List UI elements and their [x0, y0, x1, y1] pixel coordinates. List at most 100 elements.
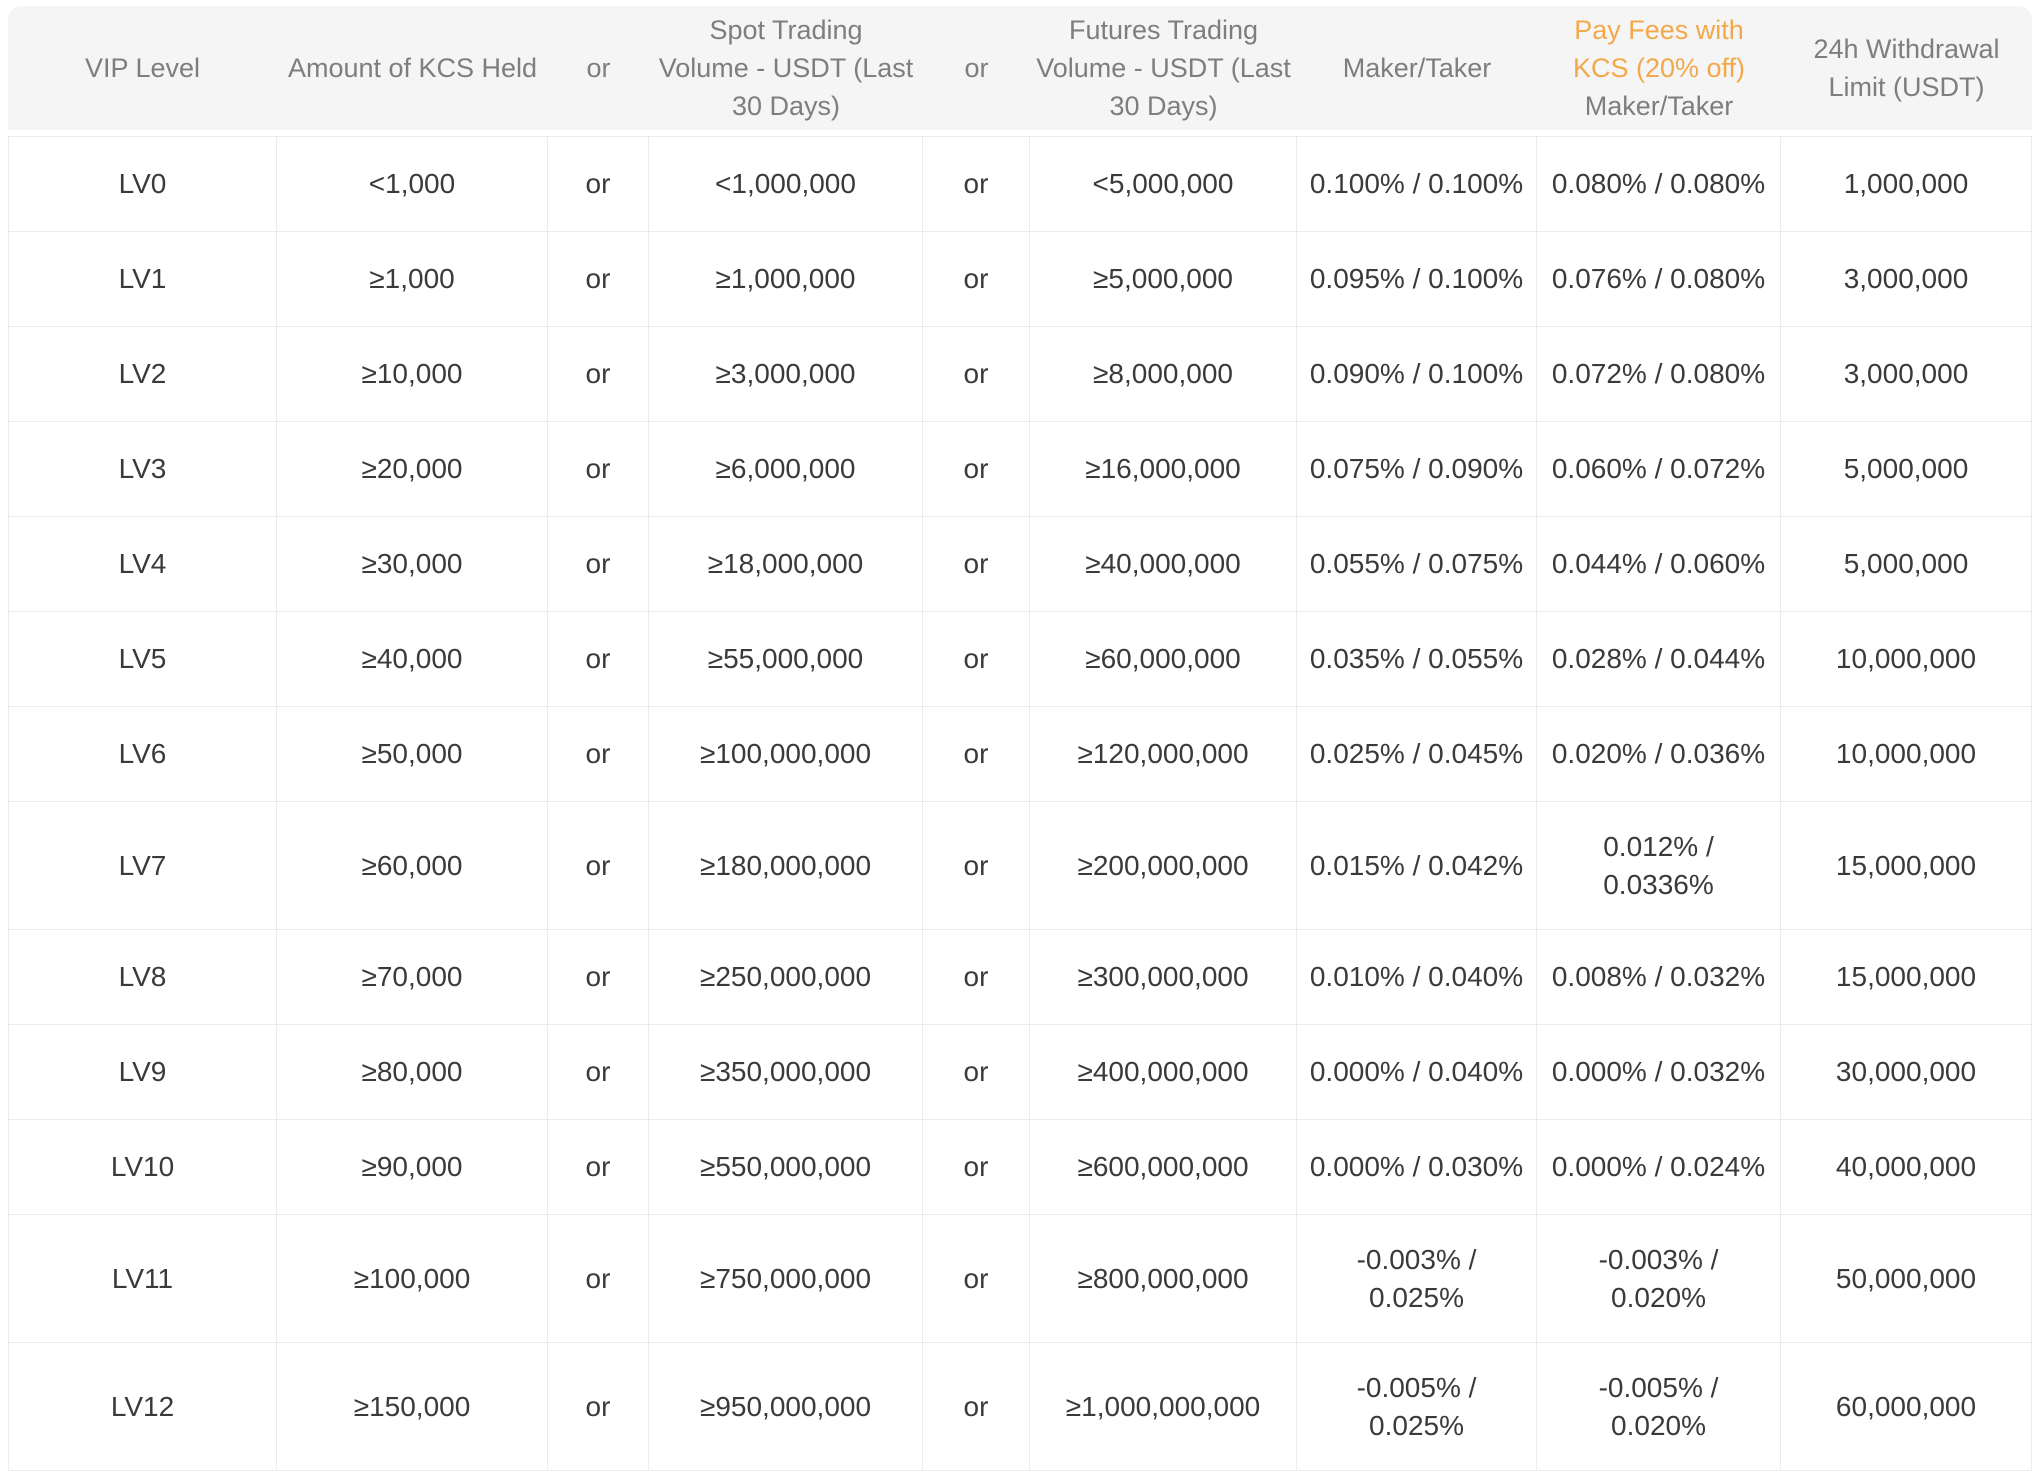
cell-maker-taker: 0.100% / 0.100% [1297, 136, 1537, 232]
cell-withdrawal-limit: 5,000,000 [1781, 517, 2032, 612]
cell-vip-level: LV6 [8, 707, 277, 802]
cell-vip-level: LV9 [8, 1025, 277, 1120]
cell-maker-taker: 0.015% / 0.042% [1297, 802, 1537, 930]
cell-spot-volume: ≥750,000,000 [649, 1215, 923, 1343]
column-header-kcs-pay-discount: Pay Fees with KCS (20% off) Maker/Taker [1537, 6, 1781, 136]
cell-or-1: or [548, 707, 649, 802]
cell-kcs-pay-discount: 0.012% / 0.0336% [1537, 802, 1781, 930]
table-row: LV3 ≥20,000 or ≥6,000,000 or ≥16,000,000 0.075… [8, 422, 2032, 517]
cell-vip-level: LV5 [8, 612, 277, 707]
cell-vip-level: LV12 [8, 1343, 277, 1471]
table-row: LV2 ≥10,000 or ≥3,000,000 or ≥8,000,000 0.090%… [8, 327, 2032, 422]
table-row: LV12 ≥150,000 or ≥950,000,000 or ≥1,000,000,0… [8, 1343, 2032, 1471]
cell-spot-volume: ≥55,000,000 [649, 612, 923, 707]
cell-kcs-pay-discount: 0.076% / 0.080% [1537, 232, 1781, 327]
cell-or-1: or [548, 327, 649, 422]
cell-or-2: or [923, 707, 1030, 802]
cell-or-1: or [548, 136, 649, 232]
cell-futures-volume: ≥60,000,000 [1030, 612, 1297, 707]
table-row: LV7 ≥60,000 or ≥180,000,000 or ≥200,000,000 0.… [8, 802, 2032, 930]
cell-or-2: or [923, 232, 1030, 327]
column-header-or-2: or [923, 6, 1030, 136]
cell-vip-level: LV1 [8, 232, 277, 327]
cell-withdrawal-limit: 10,000,000 [1781, 707, 2032, 802]
cell-vip-level: LV4 [8, 517, 277, 612]
cell-spot-volume: ≥950,000,000 [649, 1343, 923, 1471]
cell-kcs-held: ≥100,000 [277, 1215, 548, 1343]
cell-kcs-pay-discount: -0.003% / 0.020% [1537, 1215, 1781, 1343]
cell-kcs-pay-discount: 0.072% / 0.080% [1537, 327, 1781, 422]
cell-kcs-held: ≥80,000 [277, 1025, 548, 1120]
header-row: VIP Level Amount of KCS Held or Spot Tradin… [8, 6, 2032, 136]
cell-kcs-pay-discount: 0.000% / 0.024% [1537, 1120, 1781, 1215]
table-row: LV11 ≥100,000 or ≥750,000,000 or ≥800,000,000… [8, 1215, 2032, 1343]
cell-or-2: or [923, 930, 1030, 1025]
cell-maker-taker: 0.000% / 0.030% [1297, 1120, 1537, 1215]
cell-maker-taker: 0.010% / 0.040% [1297, 930, 1537, 1025]
cell-maker-taker: -0.003% / 0.025% [1297, 1215, 1537, 1343]
column-header-kcs-held: Amount of KCS Held [277, 6, 548, 136]
cell-or-1: or [548, 232, 649, 327]
cell-futures-volume: ≥1,000,000,000 [1030, 1343, 1297, 1471]
cell-or-1: or [548, 612, 649, 707]
cell-kcs-pay-discount: 0.020% / 0.036% [1537, 707, 1781, 802]
cell-kcs-held: ≥30,000 [277, 517, 548, 612]
table-row: LV4 ≥30,000 or ≥18,000,000 or ≥40,000,000 0.05… [8, 517, 2032, 612]
cell-spot-volume: ≥6,000,000 [649, 422, 923, 517]
cell-or-2: or [923, 136, 1030, 232]
cell-vip-level: LV11 [8, 1215, 277, 1343]
cell-futures-volume: ≥600,000,000 [1030, 1120, 1297, 1215]
cell-maker-taker: 0.095% / 0.100% [1297, 232, 1537, 327]
cell-futures-volume: ≥120,000,000 [1030, 707, 1297, 802]
cell-spot-volume: <1,000,000 [649, 136, 923, 232]
cell-maker-taker: 0.035% / 0.055% [1297, 612, 1537, 707]
cell-or-2: or [923, 517, 1030, 612]
cell-vip-level: LV3 [8, 422, 277, 517]
cell-withdrawal-limit: 3,000,000 [1781, 327, 2032, 422]
cell-futures-volume: ≥400,000,000 [1030, 1025, 1297, 1120]
cell-futures-volume: ≥200,000,000 [1030, 802, 1297, 930]
cell-or-1: or [548, 517, 649, 612]
cell-withdrawal-limit: 1,000,000 [1781, 136, 2032, 232]
cell-spot-volume: ≥550,000,000 [649, 1120, 923, 1215]
column-header-or-1: or [548, 6, 649, 136]
table-row: LV1 ≥1,000 or ≥1,000,000 or ≥5,000,000 0.095% … [8, 232, 2032, 327]
table-header: VIP Level Amount of KCS Held or Spot Tradin… [8, 6, 2032, 136]
column-header-maker-taker: Maker/Taker [1297, 6, 1537, 136]
cell-withdrawal-limit: 50,000,000 [1781, 1215, 2032, 1343]
cell-kcs-held: ≥1,000 [277, 232, 548, 327]
table-row: LV5 ≥40,000 or ≥55,000,000 or ≥60,000,000 0.03… [8, 612, 2032, 707]
cell-kcs-pay-discount: 0.000% / 0.032% [1537, 1025, 1781, 1120]
cell-vip-level: LV2 [8, 327, 277, 422]
vip-fee-tier-table: VIP Level Amount of KCS Held or Spot Tradin… [8, 6, 2032, 1471]
cell-kcs-pay-discount: 0.028% / 0.044% [1537, 612, 1781, 707]
cell-maker-taker: -0.005% / 0.025% [1297, 1343, 1537, 1471]
column-header-withdrawal-limit: 24h Withdrawal Limit (USDT) [1781, 6, 2032, 136]
cell-or-2: or [923, 327, 1030, 422]
cell-kcs-held: ≥20,000 [277, 422, 548, 517]
cell-futures-volume: ≥300,000,000 [1030, 930, 1297, 1025]
table-row: LV9 ≥80,000 or ≥350,000,000 or ≥400,000,000 0.… [8, 1025, 2032, 1120]
cell-or-1: or [548, 1025, 649, 1120]
cell-spot-volume: ≥1,000,000 [649, 232, 923, 327]
cell-or-1: or [548, 1120, 649, 1215]
fee-table: VIP Level Amount of KCS Held or Spot Tradin… [8, 6, 2032, 1471]
cell-spot-volume: ≥100,000,000 [649, 707, 923, 802]
cell-futures-volume: ≥5,000,000 [1030, 232, 1297, 327]
cell-vip-level: LV7 [8, 802, 277, 930]
cell-maker-taker: 0.055% / 0.075% [1297, 517, 1537, 612]
cell-kcs-held: ≥70,000 [277, 930, 548, 1025]
cell-withdrawal-limit: 5,000,000 [1781, 422, 2032, 517]
cell-withdrawal-limit: 15,000,000 [1781, 930, 2032, 1025]
table-row: LV6 ≥50,000 or ≥100,000,000 or ≥120,000,000 0.… [8, 707, 2032, 802]
column-header-vip-level: VIP Level [8, 6, 277, 136]
cell-vip-level: LV8 [8, 930, 277, 1025]
cell-spot-volume: ≥3,000,000 [649, 327, 923, 422]
cell-futures-volume: ≥16,000,000 [1030, 422, 1297, 517]
table-row: LV0 <1,000 or <1,000,000 or <5,000,000 0.100% … [8, 136, 2032, 232]
kcs-discount-accent-label: Pay Fees with KCS (20% off) [1572, 15, 1746, 83]
cell-or-1: or [548, 422, 649, 517]
cell-spot-volume: ≥250,000,000 [649, 930, 923, 1025]
cell-withdrawal-limit: 10,000,000 [1781, 612, 2032, 707]
cell-or-1: or [548, 930, 649, 1025]
